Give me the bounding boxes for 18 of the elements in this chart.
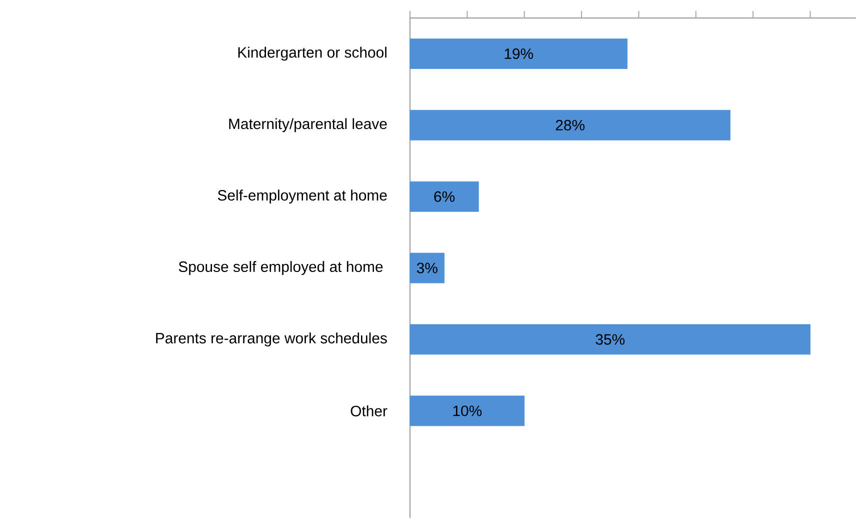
bar	[410, 110, 730, 141]
y-tick-label: Spouse self employed at home	[178, 261, 383, 276]
bar	[410, 182, 479, 212]
bar	[410, 324, 810, 355]
bar	[410, 38, 628, 70]
data-label: 35%	[596, 334, 625, 345]
y-tick-label: Other	[350, 406, 388, 417]
data-label: 6%	[434, 191, 455, 202]
data-label: 19%	[504, 48, 534, 60]
data-label: 28%	[556, 120, 585, 131]
y-tick-label: Kindergarten or school	[238, 46, 386, 61]
y-tick-label: Maternity/parental leave	[229, 118, 387, 132]
bar	[410, 253, 445, 284]
bar	[410, 396, 525, 426]
y-tick-label: Self-employment at home	[218, 190, 387, 204]
data-label: 10%	[453, 406, 482, 416]
y-tick-label: Parents re-arrange work schedules	[156, 332, 387, 347]
data-label: 3%	[416, 262, 438, 274]
